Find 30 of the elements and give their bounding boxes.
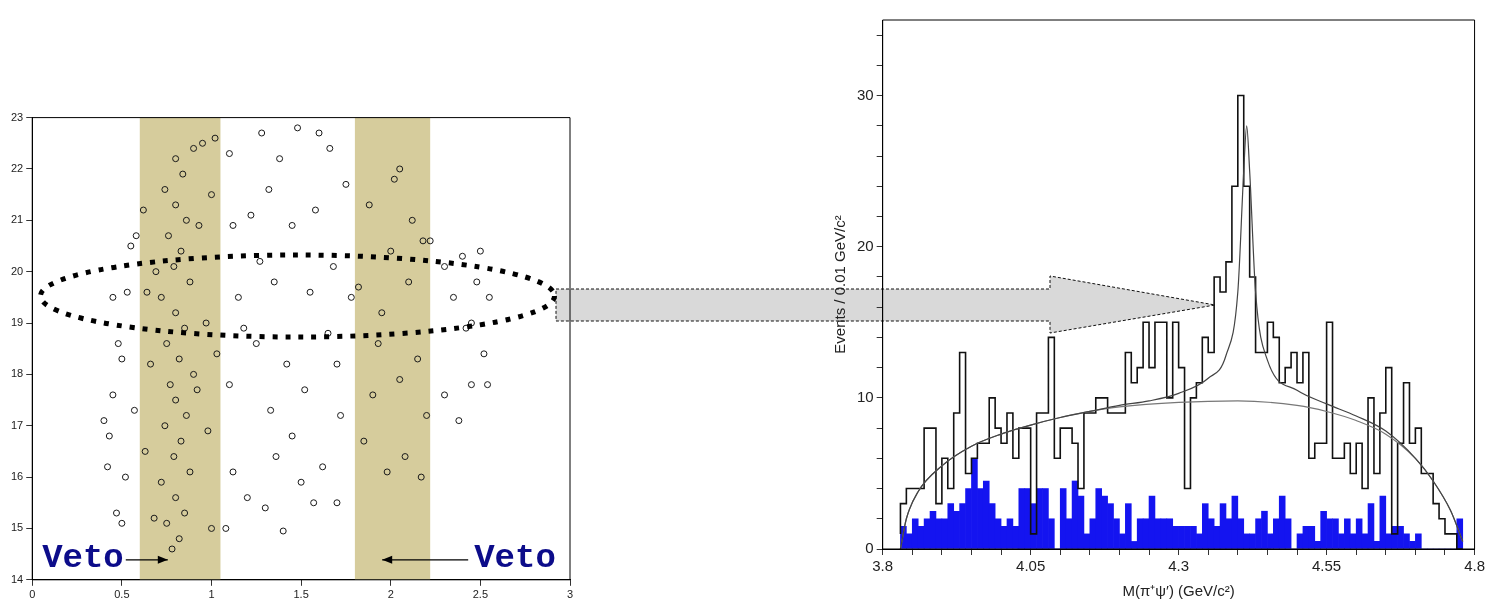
y-tick-label: 10	[857, 388, 874, 405]
y-tick-label: 0	[865, 539, 874, 557]
y-tick-label: 23	[10, 110, 24, 123]
band-label: Veto	[42, 539, 124, 578]
band-label: Veto	[474, 539, 556, 578]
y-tick-label: 16	[10, 470, 24, 483]
y-tick-label: 21	[10, 213, 24, 226]
x-tick-label: 4.8	[1464, 557, 1485, 575]
y-axis-title: Events / 0.01 GeV/c²	[831, 215, 849, 354]
x-tick-label: 3.8	[872, 557, 894, 575]
y-tick-label: 20	[857, 236, 874, 254]
x-tick-label: 4.55	[1312, 557, 1342, 575]
x-tick-label: 3	[566, 588, 574, 601]
x-tick-label: 1.5	[293, 588, 309, 601]
y-tick-label: 18	[10, 367, 24, 380]
y-tick-label: 14	[10, 572, 24, 585]
y-tick-label: 30	[857, 85, 874, 103]
x-tick-label: 2	[387, 588, 394, 601]
y-tick-label: 17	[10, 418, 24, 431]
x-tick-label: 0.5	[114, 588, 130, 601]
x-tick-label: 0	[29, 588, 36, 601]
x-tick-label: 1	[208, 588, 215, 601]
x-tick-label: 4.3	[1168, 557, 1190, 575]
y-tick-label: 20	[10, 264, 24, 277]
y-tick-label: 15	[10, 521, 24, 534]
x-tick-label: 2.5	[472, 588, 489, 601]
x-tick-label: 4.05	[1016, 557, 1046, 575]
y-tick-label: 19	[10, 316, 24, 329]
x-axis-title: M(π⁺ψ′) (GeV/c²)	[1122, 582, 1235, 600]
y-tick-label: 22	[10, 161, 24, 174]
